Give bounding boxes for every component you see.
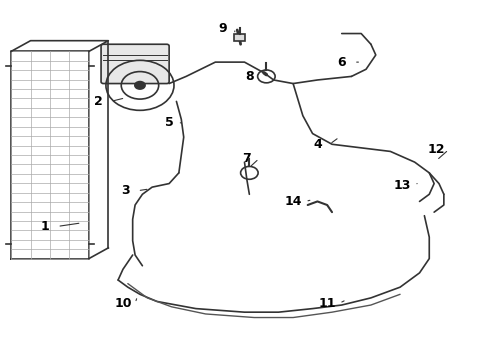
Text: 11: 11 xyxy=(318,297,335,310)
Bar xyxy=(233,33,245,41)
Text: 7: 7 xyxy=(242,152,251,165)
Text: 5: 5 xyxy=(164,116,173,129)
Text: 3: 3 xyxy=(121,184,129,197)
Text: 9: 9 xyxy=(218,22,226,35)
Text: 8: 8 xyxy=(244,70,253,83)
Text: 13: 13 xyxy=(393,179,410,192)
Text: 4: 4 xyxy=(312,138,321,151)
Text: 10: 10 xyxy=(114,297,131,310)
Text: 12: 12 xyxy=(427,143,445,156)
Circle shape xyxy=(135,82,145,89)
Text: 2: 2 xyxy=(94,95,103,108)
FancyBboxPatch shape xyxy=(101,44,169,84)
Text: 6: 6 xyxy=(337,55,346,69)
Text: 14: 14 xyxy=(284,195,301,208)
Text: 1: 1 xyxy=(41,220,49,233)
